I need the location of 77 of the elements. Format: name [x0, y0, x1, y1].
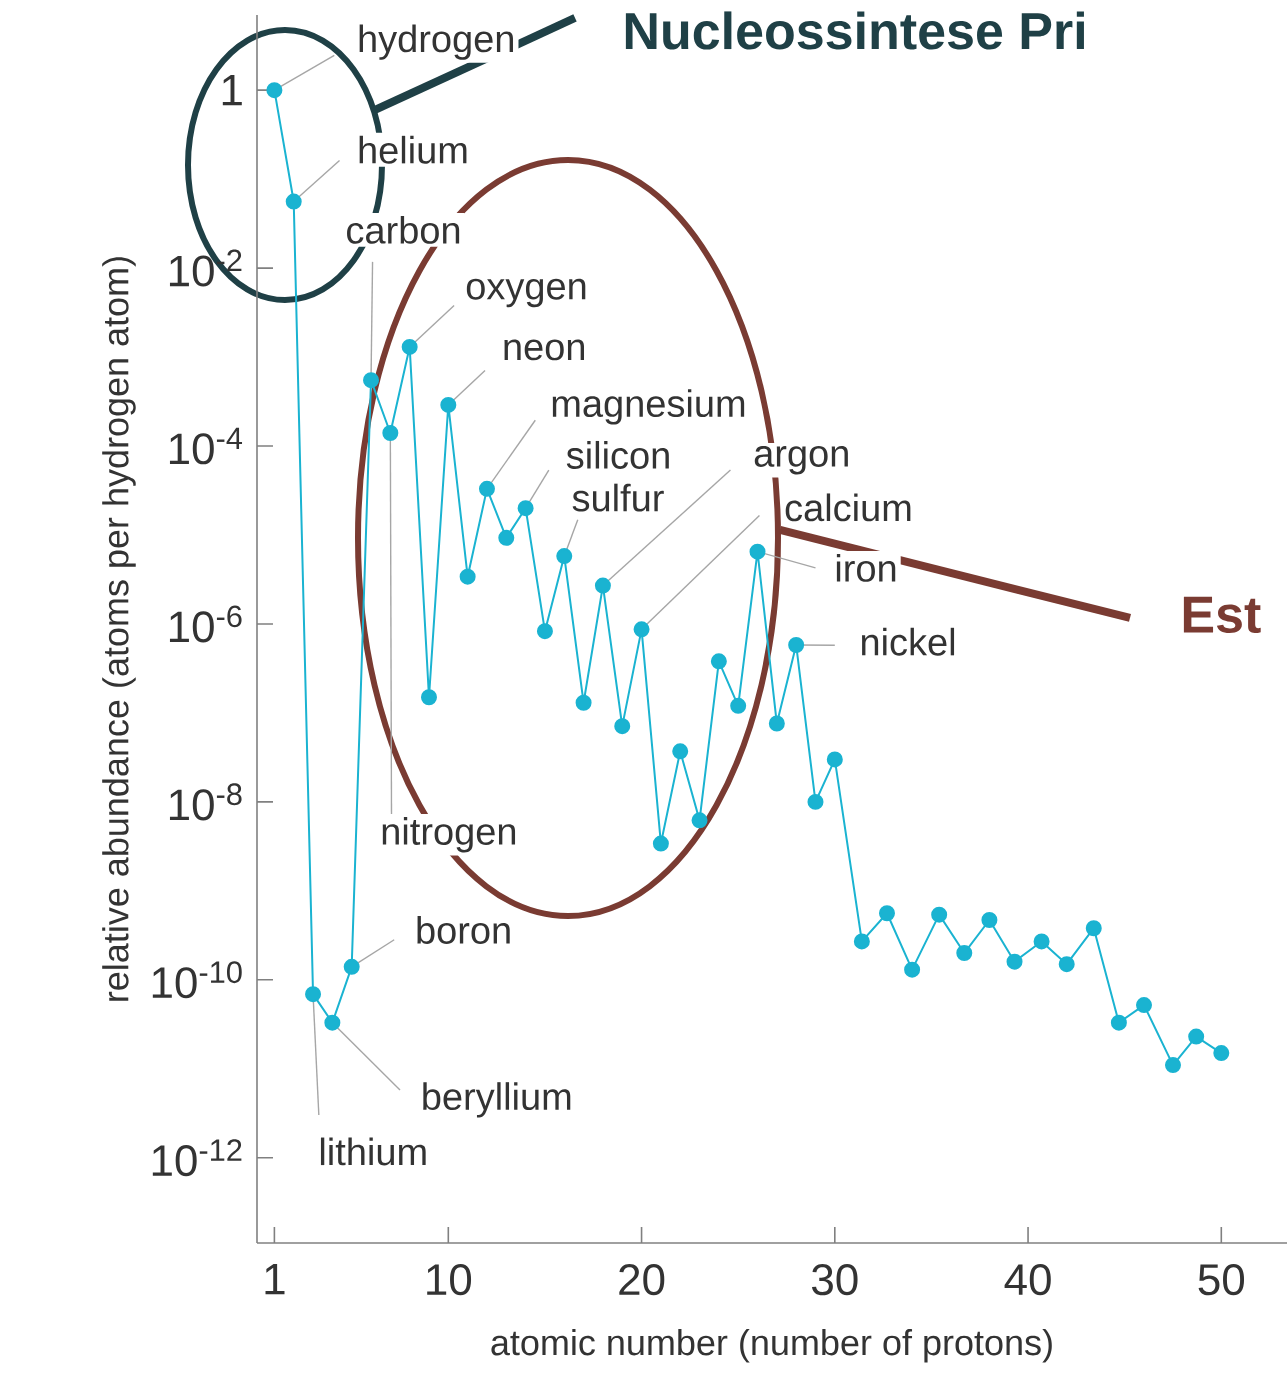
point: [1136, 997, 1152, 1014]
point: [807, 793, 824, 810]
x-tick-label: 50: [1198, 1264, 1245, 1296]
point: [1213, 1045, 1230, 1062]
point: [1033, 933, 1050, 950]
annotation: hydrogen: [359, 24, 513, 60]
y-axis-title: relative abundance (atoms per hydrogen atom): [102, 257, 136, 1001]
y-tick-label: 10$^{-12}$: [152, 1139, 242, 1177]
point: [575, 694, 592, 711]
point: [904, 961, 921, 978]
annotation: nitrogen: [382, 817, 516, 853]
point: [878, 905, 895, 922]
point: [1085, 920, 1102, 937]
point: [788, 636, 805, 653]
point: [956, 945, 973, 962]
point: [343, 958, 360, 975]
point: [1006, 953, 1023, 970]
annotation: Nucleossintese Pri: [625, 11, 1084, 50]
x-tick-label: 20: [619, 1264, 665, 1296]
point: [1110, 1014, 1127, 1031]
point: [401, 338, 418, 355]
annotation: calcium: [785, 493, 911, 522]
point: [672, 743, 689, 760]
annotation: beryllium: [423, 1082, 571, 1118]
point: [517, 500, 534, 517]
point: [594, 577, 611, 594]
x-tick-label: 30: [812, 1264, 858, 1296]
y-tick-label: 10$^{-10}$: [152, 961, 242, 999]
point: [981, 912, 998, 929]
point: [498, 529, 515, 546]
annotation: magnesium: [552, 389, 745, 425]
y-tick-label: 10$^{-4}$: [169, 427, 243, 465]
annotation: nickel: [861, 627, 955, 656]
annotation: iron: [836, 553, 896, 582]
point: [691, 812, 708, 829]
annotation: Est: [1183, 596, 1261, 634]
point: [478, 480, 495, 497]
point: [614, 718, 631, 735]
x-tick-label: 1: [265, 1264, 285, 1295]
point: [363, 372, 380, 389]
annotation: boron: [417, 916, 510, 944]
point: [440, 396, 457, 413]
point: [556, 548, 573, 565]
point: [652, 835, 669, 852]
point: [305, 986, 322, 1003]
annotation: lithium: [320, 1137, 426, 1166]
point: [749, 543, 766, 560]
point: [536, 623, 553, 640]
point: [730, 697, 747, 714]
x-tick-label: 40: [1004, 1264, 1051, 1296]
annotation: argon: [754, 446, 848, 475]
point: [931, 906, 948, 923]
point: [266, 82, 283, 99]
point: [285, 193, 302, 210]
point: [324, 1014, 341, 1031]
annotation: helium: [359, 135, 467, 164]
annotation: sulfur: [572, 483, 664, 512]
x-axis-title: atomic number (number of protons): [491, 1328, 1052, 1363]
point: [853, 933, 870, 950]
point: [459, 568, 476, 585]
y-tick-label: 10$^{-8}$: [169, 783, 242, 821]
point: [1164, 1057, 1181, 1074]
x-tick-label: 10: [427, 1264, 472, 1296]
point: [420, 689, 437, 706]
point: [768, 715, 785, 732]
annotation: oxygen: [466, 278, 586, 308]
point: [710, 653, 727, 670]
annotation: carbon: [347, 215, 460, 244]
annotation: silicon: [566, 440, 669, 469]
point: [382, 425, 399, 442]
point: [1188, 1028, 1205, 1045]
annotation: neon: [504, 339, 585, 361]
point: [633, 621, 650, 638]
point: [826, 751, 843, 768]
y-tick-label: 10$^{-6}$: [169, 605, 242, 643]
y-tick-label: 1: [222, 75, 242, 106]
point: [1058, 956, 1075, 973]
